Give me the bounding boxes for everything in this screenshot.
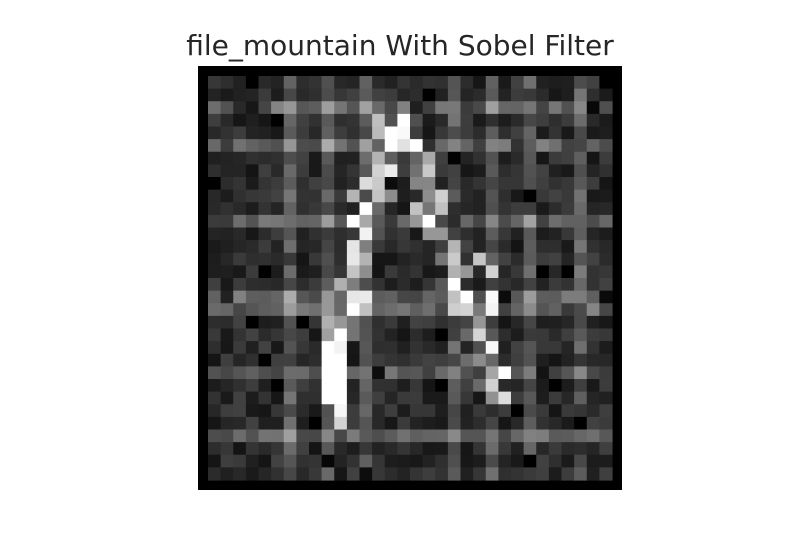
sobel-filtered-image <box>198 66 622 490</box>
pixel-grid <box>208 76 613 481</box>
figure-title: file_mountain With Sobel Filter <box>186 29 614 62</box>
sobel-image-frame <box>198 66 622 490</box>
